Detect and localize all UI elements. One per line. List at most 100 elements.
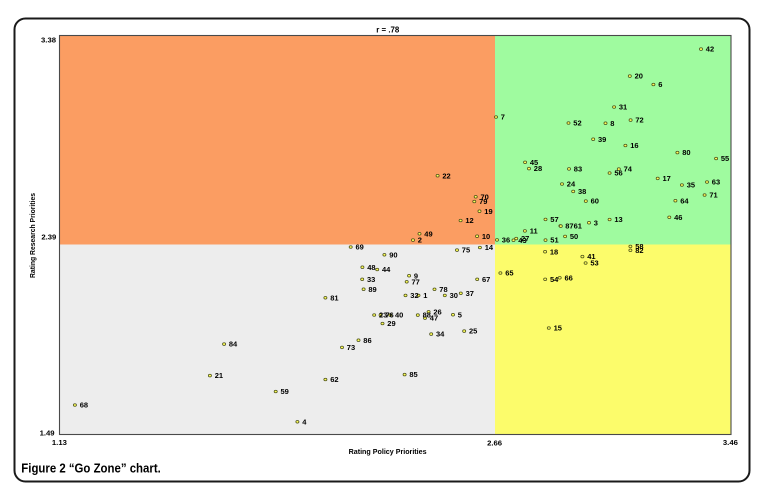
svg-text:83: 83 bbox=[574, 165, 582, 174]
svg-text:2: 2 bbox=[418, 236, 422, 245]
svg-text:35: 35 bbox=[687, 181, 695, 190]
svg-text:24: 24 bbox=[567, 180, 576, 189]
svg-text:43: 43 bbox=[518, 236, 526, 245]
svg-text:42: 42 bbox=[706, 45, 714, 54]
svg-text:86: 86 bbox=[363, 336, 371, 345]
svg-text:22: 22 bbox=[442, 171, 450, 180]
svg-text:75: 75 bbox=[462, 246, 470, 255]
svg-text:Rating Policy Priorities: Rating Policy Priorities bbox=[349, 449, 427, 456]
svg-text:85: 85 bbox=[409, 370, 417, 379]
svg-text:31: 31 bbox=[619, 103, 627, 112]
svg-text:63: 63 bbox=[712, 178, 720, 187]
svg-text:3.46: 3.46 bbox=[723, 438, 738, 447]
svg-text:60: 60 bbox=[591, 197, 599, 206]
svg-text:21: 21 bbox=[215, 371, 223, 380]
svg-text:28: 28 bbox=[534, 164, 542, 173]
svg-text:32: 32 bbox=[410, 291, 418, 300]
svg-text:11: 11 bbox=[530, 227, 538, 236]
svg-text:50: 50 bbox=[570, 232, 578, 241]
svg-text:55: 55 bbox=[721, 154, 729, 163]
svg-text:9: 9 bbox=[414, 271, 418, 280]
svg-text:23: 23 bbox=[379, 311, 387, 320]
svg-text:74: 74 bbox=[624, 165, 633, 174]
svg-text:73: 73 bbox=[347, 343, 355, 352]
svg-text:19: 19 bbox=[484, 207, 492, 216]
svg-text:6: 6 bbox=[658, 80, 662, 89]
svg-text:1: 1 bbox=[423, 291, 427, 300]
svg-text:88: 88 bbox=[423, 311, 431, 320]
svg-text:3.38: 3.38 bbox=[41, 35, 57, 44]
svg-text:1.49: 1.49 bbox=[40, 428, 55, 437]
svg-text:34: 34 bbox=[436, 330, 445, 339]
svg-text:87: 87 bbox=[565, 222, 573, 231]
svg-text:76: 76 bbox=[385, 311, 393, 320]
svg-text:37: 37 bbox=[466, 289, 474, 298]
svg-text:12: 12 bbox=[465, 216, 473, 225]
svg-text:62: 62 bbox=[330, 375, 338, 384]
svg-text:29: 29 bbox=[387, 319, 395, 328]
svg-text:26: 26 bbox=[433, 307, 441, 316]
svg-text:Rating Research Priorities: Rating Research Priorities bbox=[30, 193, 37, 278]
svg-text:89: 89 bbox=[368, 285, 376, 294]
svg-text:90: 90 bbox=[389, 250, 397, 259]
svg-text:16: 16 bbox=[630, 141, 638, 150]
svg-text:70: 70 bbox=[481, 192, 489, 201]
svg-text:30: 30 bbox=[450, 291, 458, 300]
svg-text:38: 38 bbox=[578, 187, 586, 196]
svg-text:66: 66 bbox=[565, 273, 573, 282]
svg-text:45: 45 bbox=[530, 158, 538, 167]
svg-text:17: 17 bbox=[663, 174, 671, 183]
svg-text:39: 39 bbox=[598, 135, 606, 144]
svg-text:15: 15 bbox=[554, 324, 562, 333]
svg-text:49: 49 bbox=[424, 229, 432, 238]
svg-text:69: 69 bbox=[356, 243, 364, 252]
svg-text:2.66: 2.66 bbox=[487, 439, 502, 448]
svg-text:57: 57 bbox=[550, 215, 558, 224]
svg-text:Figure 2 “Go Zone” chart.: Figure 2 “Go Zone” chart. bbox=[21, 460, 161, 475]
svg-text:2.39: 2.39 bbox=[41, 232, 56, 241]
svg-text:40: 40 bbox=[395, 311, 403, 320]
svg-text:82: 82 bbox=[635, 246, 643, 255]
svg-text:r = .78: r = .78 bbox=[376, 26, 399, 35]
svg-text:59: 59 bbox=[281, 387, 289, 396]
svg-text:33: 33 bbox=[367, 275, 375, 284]
svg-text:67: 67 bbox=[482, 275, 490, 284]
svg-text:53: 53 bbox=[590, 259, 598, 268]
svg-text:14: 14 bbox=[485, 243, 494, 252]
svg-text:1.13: 1.13 bbox=[52, 438, 67, 447]
svg-text:80: 80 bbox=[682, 148, 690, 157]
svg-text:81: 81 bbox=[330, 293, 338, 302]
svg-text:56: 56 bbox=[614, 169, 622, 178]
svg-text:47: 47 bbox=[430, 314, 438, 323]
svg-text:64: 64 bbox=[680, 196, 689, 205]
svg-text:72: 72 bbox=[635, 116, 643, 125]
svg-text:51: 51 bbox=[550, 236, 558, 245]
svg-text:65: 65 bbox=[505, 269, 513, 278]
svg-text:20: 20 bbox=[635, 72, 643, 81]
svg-text:78: 78 bbox=[439, 285, 447, 294]
svg-text:5: 5 bbox=[458, 310, 462, 319]
svg-text:84: 84 bbox=[229, 340, 238, 349]
svg-text:54: 54 bbox=[550, 275, 559, 284]
svg-text:58: 58 bbox=[635, 242, 643, 251]
svg-text:3: 3 bbox=[594, 218, 598, 227]
svg-text:27: 27 bbox=[521, 234, 529, 243]
svg-text:71: 71 bbox=[709, 191, 717, 200]
svg-text:44: 44 bbox=[382, 265, 391, 274]
svg-text:61: 61 bbox=[574, 222, 582, 231]
svg-text:68: 68 bbox=[80, 401, 88, 410]
svg-text:7: 7 bbox=[501, 113, 505, 122]
svg-text:13: 13 bbox=[614, 215, 622, 224]
svg-text:41: 41 bbox=[587, 252, 595, 261]
svg-text:48: 48 bbox=[367, 263, 375, 272]
svg-text:8: 8 bbox=[610, 119, 614, 128]
svg-text:10: 10 bbox=[482, 232, 490, 241]
svg-text:36: 36 bbox=[502, 236, 510, 245]
svg-text:18: 18 bbox=[550, 247, 558, 256]
svg-text:46: 46 bbox=[674, 213, 682, 222]
svg-text:25: 25 bbox=[469, 327, 477, 336]
svg-text:77: 77 bbox=[412, 277, 420, 286]
svg-text:4: 4 bbox=[302, 417, 307, 426]
svg-text:79: 79 bbox=[479, 197, 487, 206]
svg-text:52: 52 bbox=[573, 119, 581, 128]
